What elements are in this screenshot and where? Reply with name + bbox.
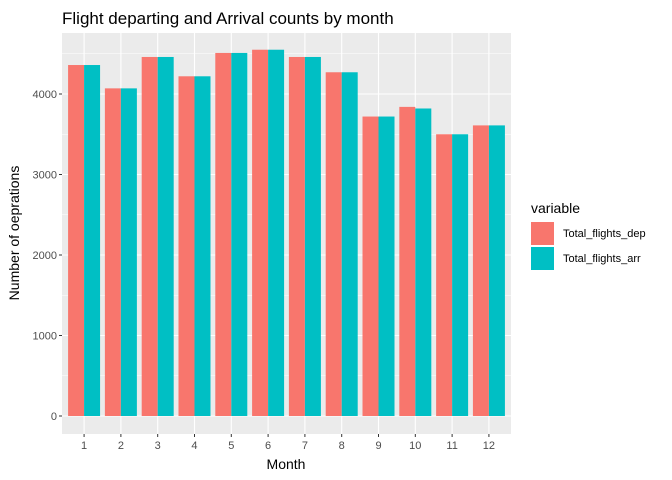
x-tick-label: 10 (409, 440, 421, 452)
bar-Total_flights_arr-9 (378, 116, 395, 416)
y-tick-label: 2000 (33, 250, 57, 262)
bar-Total_flights_dep-11 (436, 134, 453, 416)
bar-Total_flights_arr-10 (415, 108, 432, 417)
bar-Total_flights_arr-12 (488, 125, 505, 417)
chart-title: Flight departing and Arrival counts by m… (62, 9, 394, 28)
x-axis-title: Month (267, 456, 306, 472)
bar-Total_flights_dep-2 (104, 88, 121, 417)
bar-Total_flights_dep-1 (68, 65, 85, 417)
bar-Total_flights_dep-5 (215, 52, 232, 416)
legend-label-Total_flights_dep: Total_flights_dep (563, 228, 646, 240)
y-tick-label: 3000 (33, 170, 57, 182)
bar-Total_flights_dep-4 (178, 76, 195, 416)
y-axis: 0 1000 2000 3000 4000 (33, 89, 62, 423)
x-axis: 1 2 3 4 5 6 7 8 9 10 11 12 (81, 434, 495, 452)
y-tick-label: 4000 (33, 89, 57, 101)
bars (68, 49, 505, 417)
bar-Total_flights_arr-11 (452, 134, 469, 416)
bar-Total_flights_arr-2 (120, 88, 137, 417)
x-tick-label: 12 (483, 440, 495, 452)
bar-Total_flights_dep-6 (252, 49, 269, 416)
y-tick-label: 0 (51, 411, 57, 423)
bar-Total_flights_arr-7 (304, 56, 321, 416)
y-axis-title: Number of oeprations (6, 166, 22, 301)
x-tick-label: 11 (446, 440, 457, 452)
bar-Total_flights_arr-3 (157, 56, 174, 416)
x-tick-label: 6 (265, 440, 271, 452)
legend-key-Total_flights_dep (531, 222, 554, 245)
y-tick-label: 1000 (33, 331, 57, 343)
x-tick-label: 4 (191, 440, 197, 452)
bar-Total_flights_arr-6 (268, 49, 285, 416)
bar-Total_flights_arr-1 (84, 65, 101, 417)
x-tick-label: 5 (228, 440, 234, 452)
bar-Total_flights_dep-3 (141, 56, 158, 416)
x-tick-label: 7 (302, 440, 308, 452)
legend-key-Total_flights_arr (531, 247, 554, 270)
bar-Total_flights_dep-10 (399, 106, 416, 416)
x-tick-label: 9 (375, 440, 381, 452)
x-tick-label: 3 (155, 440, 161, 452)
x-tick-label: 1 (81, 440, 87, 452)
bar-Total_flights_arr-5 (231, 52, 248, 416)
bar-Total_flights_dep-8 (325, 72, 342, 416)
legend: variable Total_flights_dep Total_flights_… (531, 200, 646, 270)
bar-Total_flights_arr-4 (194, 76, 211, 416)
legend-title: variable (531, 200, 580, 216)
bar-Total_flights_dep-9 (362, 116, 379, 416)
bar-Total_flights_dep-12 (472, 125, 489, 417)
x-tick-label: 2 (118, 440, 124, 452)
legend-label-Total_flights_arr: Total_flights_arr (563, 253, 641, 265)
bar-Total_flights_arr-8 (341, 72, 358, 416)
bar-Total_flights_dep-7 (288, 56, 305, 416)
x-tick-label: 8 (339, 440, 345, 452)
